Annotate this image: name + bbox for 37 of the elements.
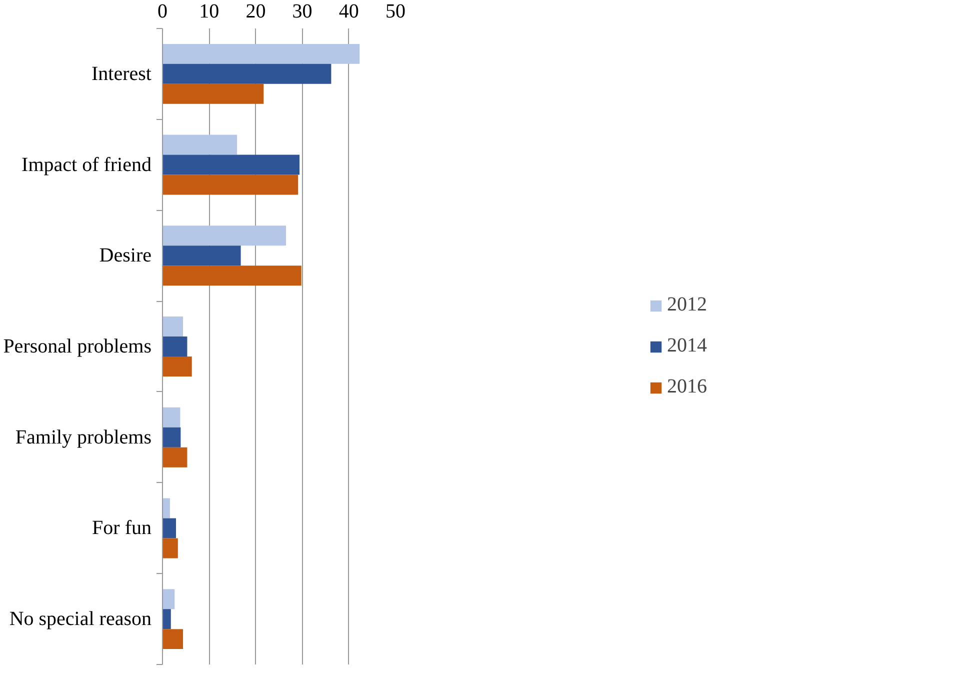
bar [162, 84, 264, 104]
x-tick-label: 40 [338, 0, 359, 22]
bar [162, 174, 298, 195]
y-tick-label: No special reason [9, 608, 152, 630]
x-tick-label: 10 [199, 0, 220, 22]
bar [162, 407, 180, 428]
bar [162, 336, 188, 356]
y-tick-label: Desire [99, 244, 152, 267]
x-tick-label: 50 [386, 0, 406, 22]
x-tick-label: 0 [158, 0, 168, 22]
bar [162, 356, 192, 376]
bar [162, 64, 332, 84]
bar [162, 44, 360, 64]
bar [162, 447, 188, 468]
y-tick-label: For fun [92, 517, 152, 540]
bar [162, 427, 181, 448]
bar [162, 226, 286, 246]
y-tick-label: Interest [92, 62, 152, 85]
y-tick-label: Personal problems [3, 336, 152, 358]
y-tick-label: Impact of friend [22, 154, 152, 176]
bar [162, 518, 176, 538]
x-tick-label: 20 [246, 0, 266, 22]
bar [162, 266, 302, 286]
legend-label: 2014 [667, 334, 707, 358]
bar [162, 316, 184, 337]
bar [162, 538, 178, 558]
bar [162, 154, 300, 175]
bar [162, 629, 184, 650]
bar [162, 589, 175, 610]
legend-label: 2012 [667, 294, 707, 316]
bar [162, 134, 238, 155]
legend-label: 2016 [667, 376, 707, 398]
y-tick-label: Family problems [15, 426, 152, 448]
bar [162, 246, 241, 266]
bar [162, 609, 171, 630]
bar [162, 498, 170, 518]
x-tick-label: 30 [292, 0, 312, 22]
